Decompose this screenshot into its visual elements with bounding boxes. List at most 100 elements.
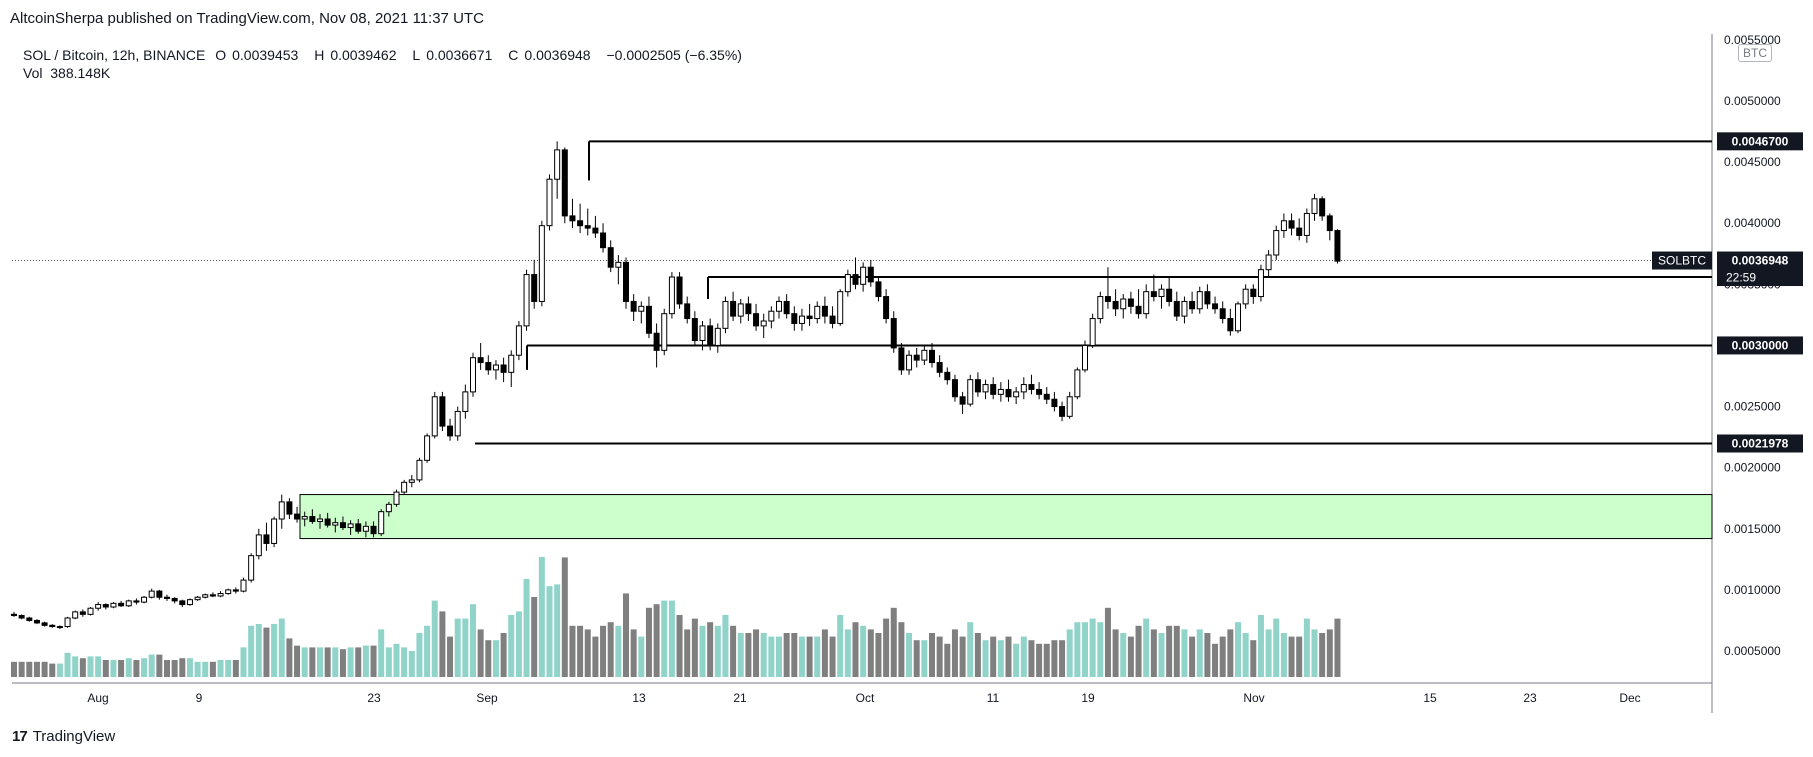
candle-body <box>852 274 859 285</box>
volume-bar <box>64 652 71 677</box>
volume-bar <box>339 649 346 677</box>
volume-bar <box>753 629 760 677</box>
candle-body <box>286 501 293 515</box>
candle-body <box>1143 291 1150 315</box>
x-tick-label: 19 <box>1081 691 1095 705</box>
candle-body <box>1303 212 1310 236</box>
level-price-tag <box>1717 336 1803 355</box>
volume-bar <box>921 640 928 677</box>
open-label: O <box>215 47 227 63</box>
candle-body <box>1089 318 1096 346</box>
candle-body <box>623 261 629 302</box>
volume-bar <box>661 600 668 677</box>
candle-body <box>929 349 935 364</box>
volume-bar <box>41 661 48 677</box>
close-label: C <box>508 47 519 63</box>
volume-bar <box>1296 636 1303 677</box>
y-tick-label: 0.0055000 <box>1724 33 1781 47</box>
volume-bar <box>1166 625 1173 677</box>
volume-bar <box>248 625 255 677</box>
vol-label: Vol <box>23 65 43 81</box>
volume-bar <box>1311 629 1318 677</box>
x-tick-label: 23 <box>1523 691 1537 705</box>
volume-bar <box>737 633 744 677</box>
candle-body <box>41 622 48 626</box>
candle-body <box>439 396 446 427</box>
currency-badge[interactable]: BTC <box>1738 44 1772 62</box>
volume-bar <box>1173 625 1180 677</box>
volume-bar <box>385 647 392 677</box>
volume-bar <box>883 618 890 677</box>
candle-body <box>1150 291 1157 298</box>
volume-bar <box>1135 625 1142 677</box>
volume-bar <box>722 615 729 677</box>
candle-body <box>401 481 408 493</box>
volume-bar <box>148 654 155 677</box>
candle-body <box>645 305 652 334</box>
x-tick-label: Dec <box>1619 691 1640 705</box>
volume-bar <box>967 622 974 677</box>
volume-bar <box>890 607 897 677</box>
volume-bar <box>730 625 737 677</box>
candle-body <box>1219 308 1226 320</box>
volume-bar <box>1280 633 1287 677</box>
volume-bar <box>936 636 943 677</box>
volume-bar <box>592 636 599 677</box>
candle-body <box>1127 298 1134 307</box>
candle-body <box>1020 384 1027 393</box>
volume-bar <box>141 658 148 677</box>
candle-body <box>1257 269 1264 298</box>
volume-bar <box>645 607 652 677</box>
volume-bar <box>278 618 285 677</box>
candle-body <box>531 274 538 302</box>
last-price-tag <box>1717 251 1803 270</box>
symbol-label[interactable]: SOL / Bitcoin, 12h, BINANCE <box>23 47 206 63</box>
low-value: 0.0036671 <box>426 47 493 63</box>
volume-bar <box>791 633 798 677</box>
candle-body <box>753 313 760 327</box>
volume-bar <box>271 624 278 677</box>
candle-body <box>699 325 706 342</box>
last-price-tag-label: 0.0036948 <box>1732 254 1789 268</box>
candle-body <box>355 523 362 532</box>
volume-bar <box>202 661 209 677</box>
candle-body <box>668 276 675 315</box>
candle-body <box>118 602 125 607</box>
volume-bar <box>1082 622 1088 677</box>
volume-bar <box>707 622 714 677</box>
candle-body <box>607 247 614 268</box>
volume-bar <box>18 661 25 677</box>
volume-bar <box>615 625 622 677</box>
candle-body <box>1097 296 1104 320</box>
candle-body <box>913 354 920 361</box>
volume-bar <box>798 636 805 677</box>
volume-bar <box>1219 636 1226 677</box>
y-tick-label: 0.0025000 <box>1724 400 1781 414</box>
volume-bar <box>844 629 851 677</box>
candle-body <box>324 518 331 526</box>
volume-bar <box>186 658 193 677</box>
candle-body <box>990 384 997 395</box>
candle-body <box>33 619 40 624</box>
candle-body <box>1112 300 1119 310</box>
candle-body <box>653 332 660 351</box>
level-price-tag-label: 0.0030000 <box>1732 338 1789 352</box>
volume-bar <box>554 584 561 677</box>
volume-bar <box>1235 622 1241 677</box>
volume-bar <box>1181 629 1188 677</box>
candle-body <box>26 617 33 621</box>
candle-body <box>600 232 607 249</box>
candle-body <box>485 362 492 371</box>
candle-body <box>278 501 285 520</box>
candle-body <box>890 318 897 349</box>
candle-body <box>722 300 729 329</box>
volume-bar <box>814 636 821 677</box>
candle-body <box>1227 318 1234 332</box>
candle-body <box>171 597 178 602</box>
candle-body <box>294 513 301 520</box>
volume-bar <box>997 640 1004 677</box>
candle-body <box>921 349 928 361</box>
candle-body <box>1189 300 1196 310</box>
change-value: −0.0002505 (−6.35%) <box>606 47 742 63</box>
